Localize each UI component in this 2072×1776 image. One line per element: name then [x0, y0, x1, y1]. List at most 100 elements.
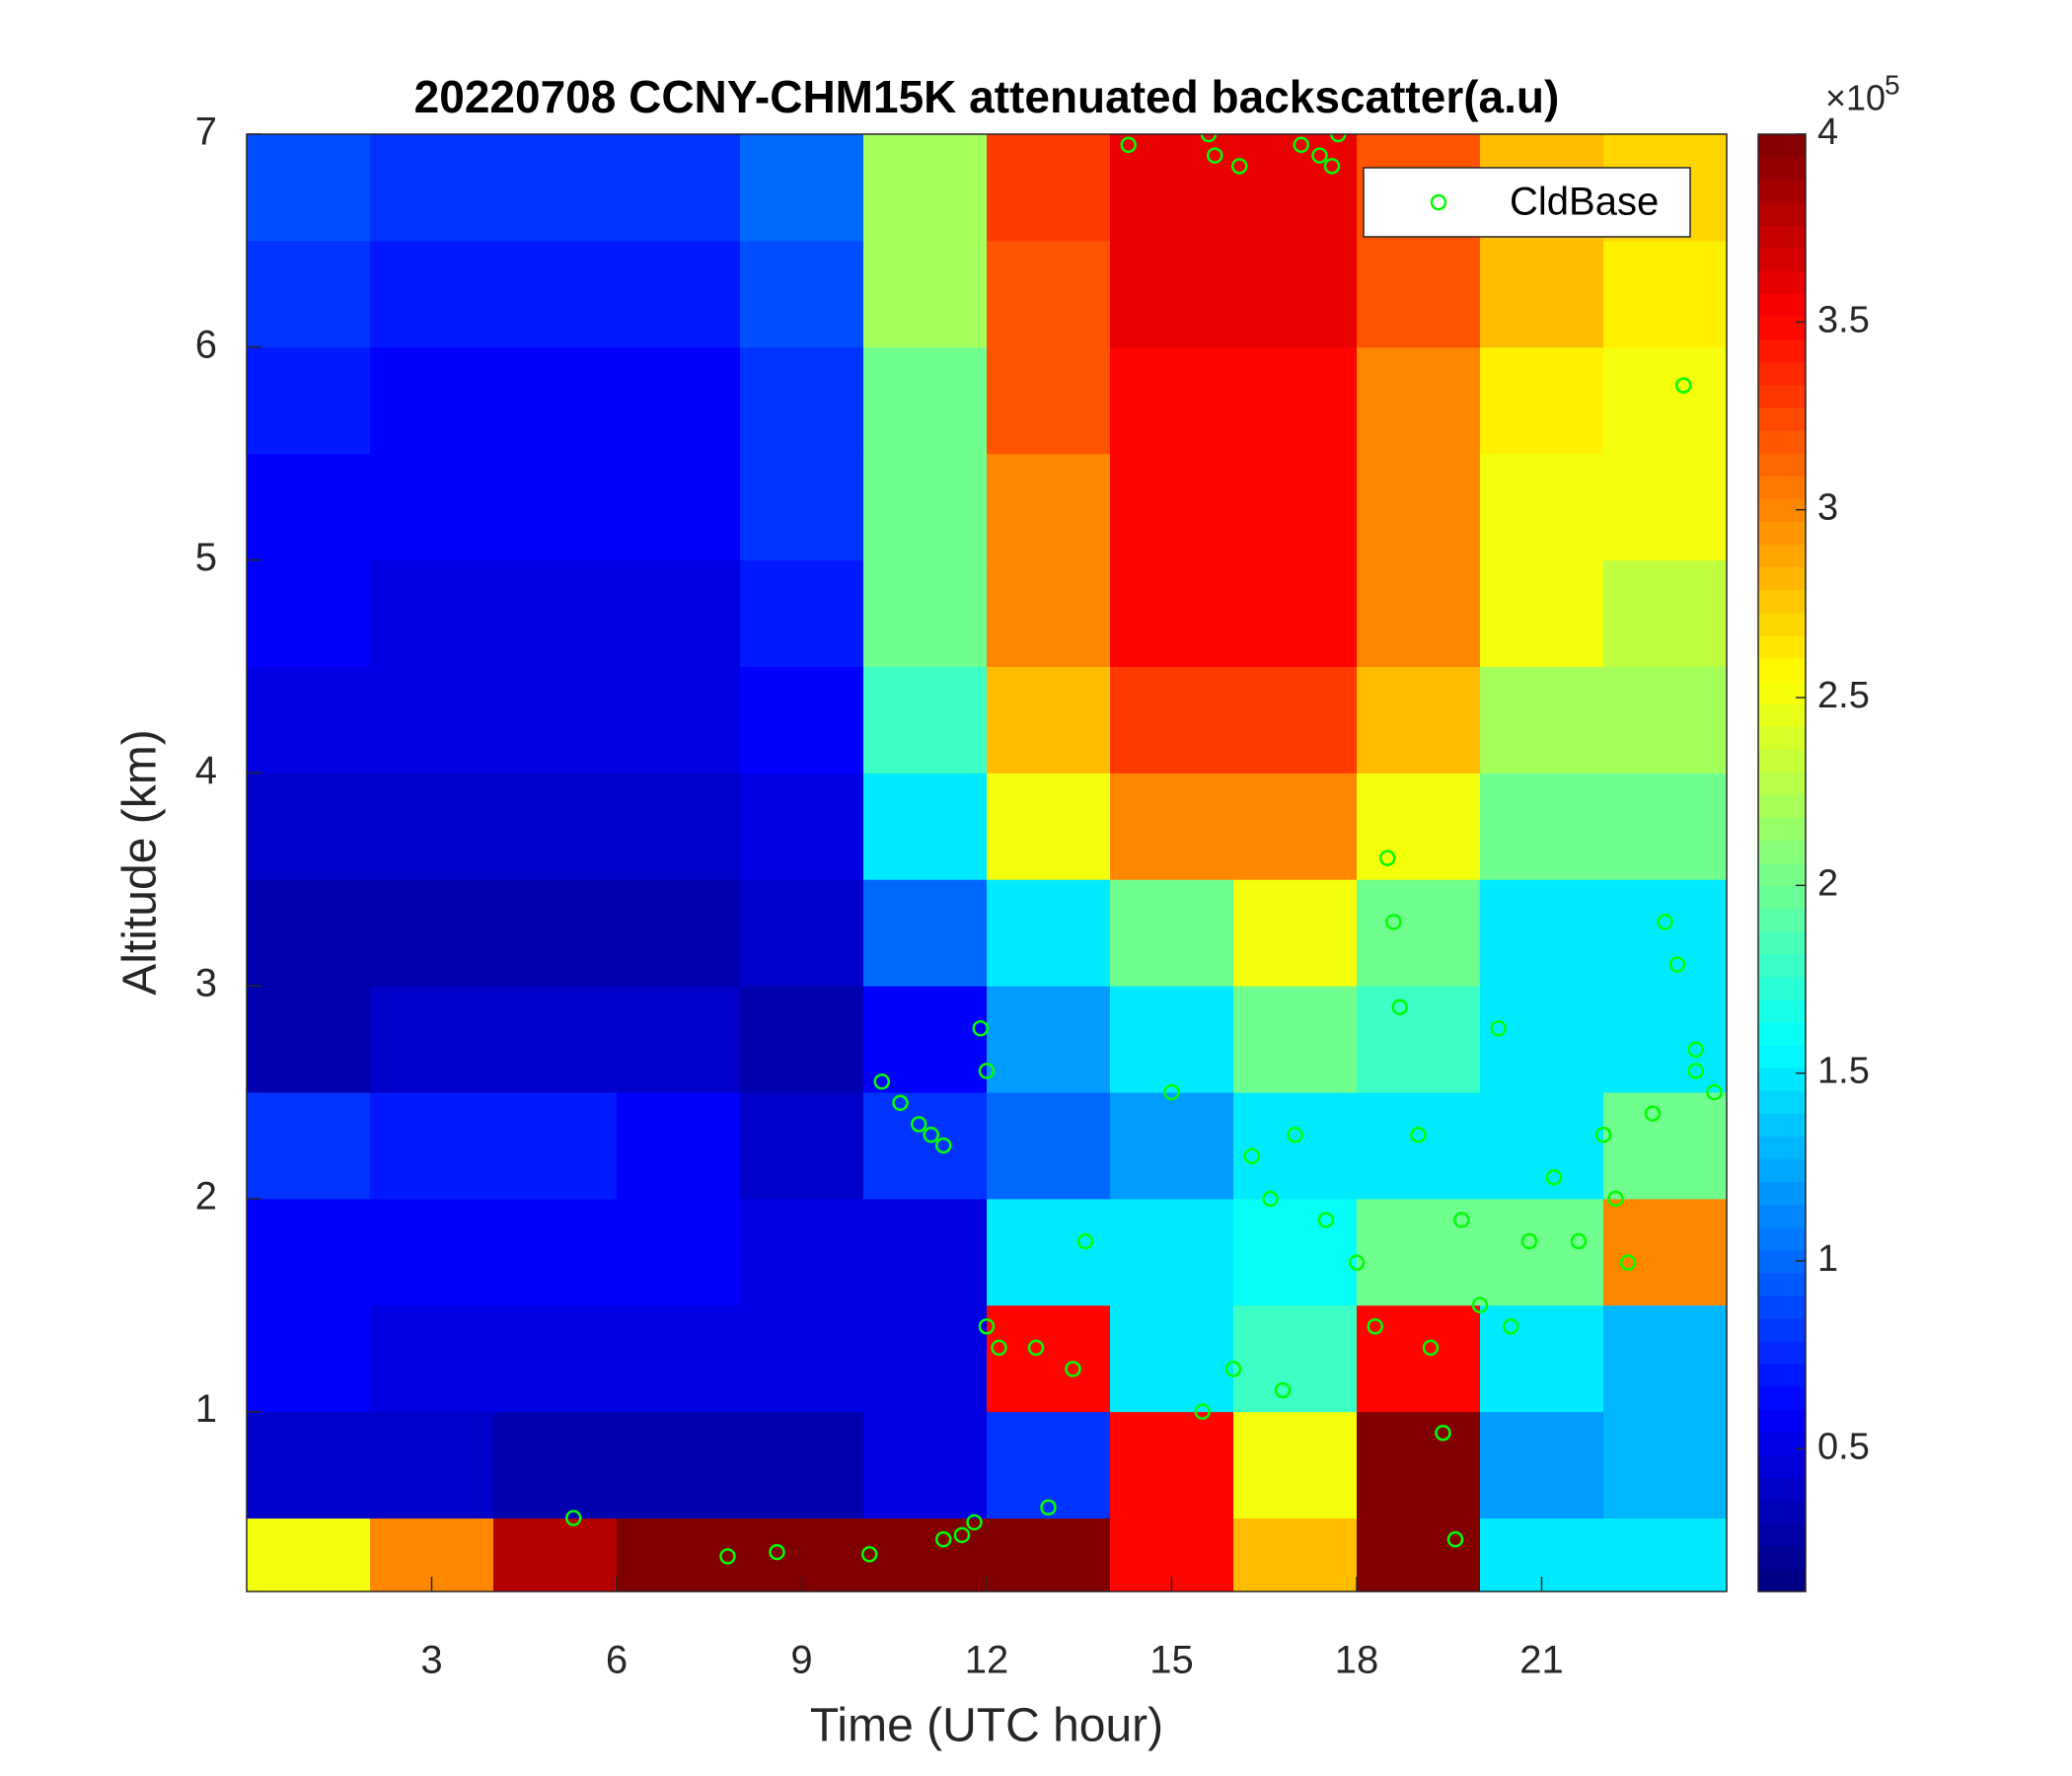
heatmap-cell — [1357, 559, 1481, 667]
colorbar-step — [1758, 316, 1806, 340]
heatmap-cell — [1603, 666, 1727, 774]
cloud-base-point — [1262, 1190, 1279, 1208]
colorbar-step — [1758, 293, 1806, 318]
colorbar-step — [1758, 1545, 1806, 1570]
heatmap-cell — [863, 773, 988, 880]
heatmap-cell — [617, 986, 741, 1093]
heatmap-cell — [493, 453, 618, 561]
colorbar-step — [1758, 1432, 1806, 1456]
heatmap-cell — [1357, 453, 1481, 561]
colorbar-step — [1758, 772, 1806, 795]
heatmap-cell — [617, 1092, 741, 1200]
colorbar-step — [1758, 338, 1806, 363]
heatmap — [247, 134, 1727, 1591]
heatmap-cell — [370, 453, 494, 561]
heatmap-cell — [247, 773, 371, 880]
heatmap-cell — [1233, 986, 1358, 1093]
cloud-base-point — [978, 1318, 996, 1335]
cloud-base-point — [1120, 136, 1137, 154]
colorbar-step — [1758, 180, 1806, 203]
cloud-base-point — [769, 1543, 785, 1561]
heatmap-cell — [493, 986, 618, 1093]
heatmap-cell — [370, 1304, 494, 1413]
heatmap-cell — [370, 1198, 494, 1306]
heatmap-cell — [863, 879, 988, 987]
cloud-base-point — [1274, 1381, 1292, 1399]
colorbar-step — [1758, 589, 1806, 614]
heatmap-cell — [493, 346, 618, 455]
heatmap-cell — [1110, 240, 1234, 348]
cloud-base-point — [1348, 1254, 1366, 1271]
heatmap-cell — [1233, 1198, 1358, 1306]
heatmap-cell — [617, 240, 741, 348]
cloud-base-point — [1194, 1403, 1211, 1420]
colorbar-tick-label: 3 — [1817, 487, 1838, 529]
x-tick-label: 3 — [420, 1639, 442, 1682]
heatmap-cell — [863, 240, 988, 348]
colorbar-step — [1758, 1022, 1806, 1046]
heatmap-cell — [987, 879, 1111, 987]
colorbar-step — [1758, 1386, 1806, 1410]
colorbar-step — [1758, 1500, 1806, 1524]
heatmap-cell — [370, 134, 494, 242]
heatmap-cell — [493, 134, 618, 242]
heatmap-cell — [863, 453, 988, 561]
heatmap-cell — [863, 1411, 988, 1519]
heatmap-cell — [740, 1517, 864, 1591]
legend-label: CldBase — [1510, 181, 1659, 224]
heatmap-cell — [1603, 1092, 1727, 1200]
heatmap-cell — [1480, 1304, 1604, 1413]
heatmap-cell — [1480, 240, 1604, 348]
cloud-base-point — [1367, 1318, 1383, 1335]
heatmap-cell — [987, 1517, 1111, 1591]
x-tick-label: 15 — [1149, 1639, 1194, 1682]
heatmap-cell — [493, 1304, 618, 1413]
colorbar-multiplier: ×10 — [1825, 78, 1886, 118]
colorbar-step — [1758, 612, 1806, 636]
heatmap-cell — [1110, 666, 1234, 774]
heatmap-cell — [1603, 1304, 1727, 1413]
scatter-layer — [565, 134, 1723, 1565]
heatmap-cell — [863, 1198, 988, 1306]
colorbar-step — [1758, 1181, 1806, 1206]
heatmap-cell — [1357, 986, 1481, 1093]
cloud-base-point — [1040, 1499, 1057, 1517]
heatmap-cell — [740, 986, 864, 1093]
heatmap-cell — [370, 1092, 494, 1200]
colorbar-tick-label: 0.5 — [1817, 1426, 1870, 1467]
colorbar-step — [1758, 976, 1806, 1000]
colorbar-step — [1758, 840, 1806, 863]
heatmap-cell — [1233, 1304, 1358, 1413]
heatmap-cell — [740, 346, 864, 455]
heatmap-cell — [1603, 1198, 1727, 1306]
colorbar-step — [1758, 566, 1806, 591]
heatmap-cell — [617, 879, 741, 987]
heatmap-cell — [987, 1304, 1111, 1413]
heatmap-cell — [1110, 1092, 1234, 1200]
colorbar-step — [1758, 680, 1806, 704]
cloud-base-point — [873, 1073, 890, 1090]
cloud-base-point — [1379, 850, 1396, 866]
cloud-base-point — [1490, 1020, 1507, 1037]
heatmap-cell — [493, 559, 618, 667]
y-axis-label: Altitude (km) — [114, 729, 167, 995]
cloud-base-point — [1706, 1083, 1723, 1101]
heatmap-cell — [247, 666, 371, 774]
cloud-base-point — [1422, 1339, 1440, 1357]
colorbar-step — [1758, 476, 1806, 499]
heatmap-cell — [1110, 134, 1234, 242]
heatmap-cell — [740, 134, 864, 242]
cloud-base-point — [1668, 956, 1686, 973]
cloud-base-point — [1323, 158, 1341, 175]
colorbar-step — [1758, 1045, 1806, 1069]
cloud-base-point — [935, 1137, 952, 1154]
colorbar-step — [1758, 953, 1806, 978]
heatmap-cell — [1603, 773, 1727, 880]
heatmap-cell — [1110, 559, 1234, 667]
colorbar-step — [1758, 817, 1806, 841]
heatmap-cell — [247, 559, 371, 667]
heatmap-cell — [987, 559, 1111, 667]
heatmap-cell — [1233, 453, 1358, 561]
heatmap-cell — [1110, 346, 1234, 455]
cloud-base-point — [1520, 1232, 1538, 1250]
